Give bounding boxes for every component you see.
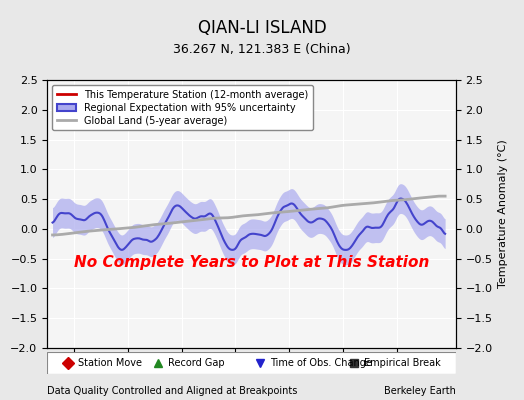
Text: No Complete Years to Plot at This Station: No Complete Years to Plot at This Statio…: [74, 255, 429, 270]
Text: Data Quality Controlled and Aligned at Breakpoints: Data Quality Controlled and Aligned at B…: [47, 386, 298, 396]
Text: Station Move: Station Move: [78, 358, 142, 368]
Text: Time of Obs. Change: Time of Obs. Change: [270, 358, 372, 368]
Text: Berkeley Earth: Berkeley Earth: [384, 386, 456, 396]
Text: QIAN-LI ISLAND: QIAN-LI ISLAND: [198, 19, 326, 37]
Text: 36.267 N, 121.383 E (China): 36.267 N, 121.383 E (China): [173, 44, 351, 56]
Text: Empirical Break: Empirical Break: [364, 358, 441, 368]
Legend: This Temperature Station (12-month average), Regional Expectation with 95% uncer: This Temperature Station (12-month avera…: [52, 85, 313, 130]
Text: Record Gap: Record Gap: [168, 358, 224, 368]
Y-axis label: Temperature Anomaly (°C): Temperature Anomaly (°C): [498, 140, 508, 288]
